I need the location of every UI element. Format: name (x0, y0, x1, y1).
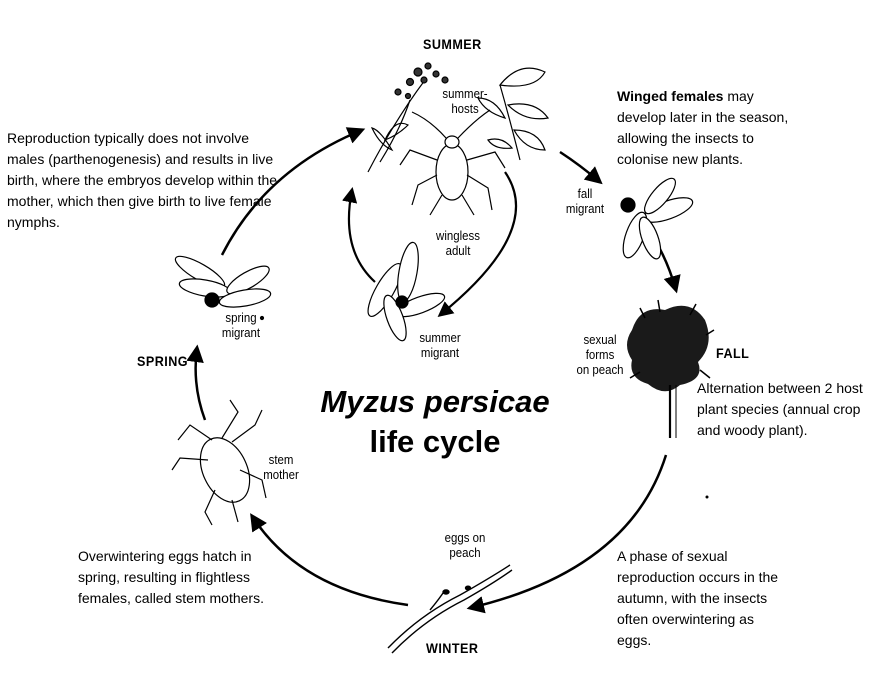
note-alternation: Alternation between 2 host plant species… (697, 380, 863, 438)
wingless-adult-aphid (399, 109, 506, 216)
note-winged-females-bold: Winged females (617, 88, 724, 104)
egg-twig (387, 564, 513, 654)
note-sexual-phase: A phase of sexual reproduction occurs in… (617, 548, 779, 648)
label-spring-migrant-line1: spring (225, 310, 257, 325)
label-summer-migrant: summer migrant (405, 330, 475, 360)
stem-mother-aphid (171, 399, 267, 526)
label-sexual-forms-line1: sexual (583, 332, 617, 347)
label-fall-migrant-line2: migrant (565, 201, 605, 216)
arrow-spring-stem-to-migrant (186, 344, 207, 421)
spring-migrant-aphid (174, 255, 272, 321)
stray-dot (705, 495, 709, 499)
label-sexual-forms: sexual forms on peach (569, 332, 631, 377)
note-reproduction: Reproduction typically does not involve … (7, 130, 278, 230)
note-overwintering: Overwintering eggs hatch in spring, resu… (78, 548, 264, 606)
season-summer: SUMMER (423, 36, 482, 52)
label-wingless-adult: wingless adult (423, 228, 493, 258)
season-fall: FALL (716, 345, 750, 361)
label-spring-migrant-line2: migrant (221, 325, 261, 340)
arrow-spring-to-summer (220, 127, 366, 256)
label-sexual-forms-line2: forms (585, 347, 615, 362)
label-spring-migrant: spring migrant (209, 310, 272, 340)
note-winged-females-rest: may develop later in the season, allowin… (617, 88, 789, 167)
label-eggs-on-peach: eggs on peach (434, 530, 496, 560)
season-winter: WINTER (426, 640, 479, 656)
label-summer-hosts: summer- hosts (430, 86, 500, 116)
season-spring: SPRING (137, 353, 189, 369)
summer-migrant-aphid (367, 241, 446, 342)
label-summer-hosts-line2: hosts (451, 101, 479, 116)
label-eggs-on-peach-line2: peach (449, 545, 481, 560)
label-wingless-adult-line2: adult (445, 243, 471, 258)
label-sexual-forms-line3: on peach (576, 362, 624, 377)
arrow-inner-right (437, 171, 518, 317)
label-stem-mother: stem mother (250, 452, 312, 482)
note-winged-females: Winged females may develop later in the … (617, 86, 792, 170)
label-stem-mother-line1: stem (268, 452, 294, 467)
label-summer-migrant-line1: summer (419, 330, 461, 345)
diagram-title: Myzus persicae life cycle (290, 382, 580, 462)
label-fall-migrant: fall migrant (554, 186, 616, 216)
arrow-inner-left (342, 186, 376, 283)
summer-hosts-plants (367, 62, 550, 173)
fall-migrant-aphid (620, 177, 694, 260)
arrow-fall-to-winter (466, 454, 668, 614)
label-summer-hosts-line1: summer- (442, 86, 488, 101)
arrow-summer-to-fall (559, 150, 603, 185)
title-line1: Myzus persicae (320, 384, 550, 419)
label-fall-migrant-line1: fall (577, 186, 593, 201)
peach-tree (627, 299, 715, 438)
label-stem-mother-line2: mother (263, 467, 299, 482)
label-wingless-adult-line1: wingless (436, 228, 480, 243)
title-line2: life cycle (369, 424, 501, 459)
arrow-winter-to-spring (250, 513, 409, 607)
label-eggs-on-peach-line1: eggs on (444, 530, 486, 545)
label-summer-migrant-line2: migrant (420, 345, 460, 360)
